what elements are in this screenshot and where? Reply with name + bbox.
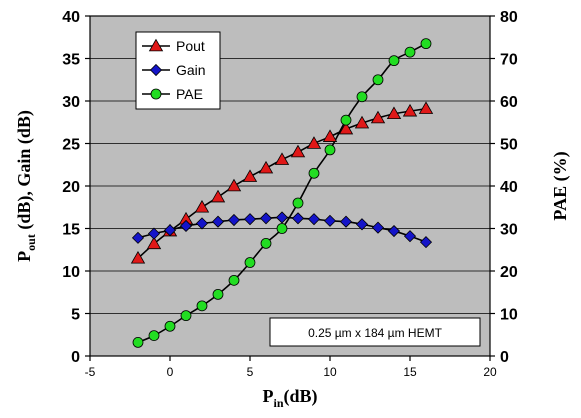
y-right-tick-label: 30 xyxy=(500,222,518,239)
y-right-tick-label: 50 xyxy=(500,137,518,154)
point-gain xyxy=(211,215,225,228)
point-pae xyxy=(372,74,384,86)
point-pout xyxy=(210,189,226,203)
point-gain xyxy=(355,218,369,231)
point-gain xyxy=(323,214,337,227)
legend-marker-pae xyxy=(150,88,162,100)
point-pout xyxy=(242,169,258,182)
point-gain xyxy=(403,230,417,243)
point-pout xyxy=(370,110,386,124)
legend-label: PAE xyxy=(176,86,203,102)
point-pae xyxy=(308,167,320,179)
y-left-tick-label: 10 xyxy=(62,264,80,281)
point-gain xyxy=(291,212,305,225)
point-pae xyxy=(340,114,352,126)
point-gain xyxy=(259,212,273,225)
annotation: 0.25 µm x 184 µm HEMT xyxy=(269,317,481,347)
point-pout xyxy=(290,144,306,158)
point-gain xyxy=(131,231,145,244)
y-left-tick-label: 20 xyxy=(62,179,80,196)
y-right-tick-label: 10 xyxy=(500,307,518,324)
point-pae xyxy=(404,46,416,58)
y-left-tick-label: 0 xyxy=(71,349,80,366)
point-pout xyxy=(146,236,162,250)
axis-ticks: 0 5 10 15 20 25 30 35 40 0 10 20 30 40 50 60 70 80 -5 0 5 10 1… xyxy=(62,9,518,379)
y-left-axis-title: Pout (dB), Gain (dB) xyxy=(14,110,38,262)
point-gain xyxy=(275,211,289,224)
point-pae xyxy=(292,197,304,209)
y-right-tick-label: 80 xyxy=(500,9,518,26)
y-right-axis-title: PAE (%) xyxy=(550,151,571,220)
point-gain xyxy=(419,236,433,249)
y-right-tick-label: 40 xyxy=(500,179,518,196)
point-gain xyxy=(339,215,353,228)
point-pout xyxy=(386,106,402,120)
point-gain xyxy=(387,224,401,238)
y-right-tick-label: 0 xyxy=(500,349,509,366)
point-gain xyxy=(243,213,257,226)
point-pae xyxy=(196,300,208,312)
point-gain xyxy=(307,213,321,226)
y-left-tick-label: 40 xyxy=(62,9,80,26)
y-left-tick-label: 30 xyxy=(62,94,80,111)
point-pout xyxy=(226,178,242,192)
point-pae xyxy=(164,320,176,332)
point-pout xyxy=(306,136,322,149)
point-pae xyxy=(228,274,240,286)
x-tick-label: 5 xyxy=(247,365,254,379)
y-right-tick-label: 70 xyxy=(500,52,518,69)
x-tick-label: 15 xyxy=(403,365,417,379)
point-pout xyxy=(402,103,418,117)
point-pae xyxy=(180,310,192,322)
x-tick-label: -5 xyxy=(85,365,96,379)
y-right-tick-label: 20 xyxy=(500,264,518,281)
point-pae xyxy=(132,336,144,348)
point-pae xyxy=(420,38,432,50)
legend-label: Pout xyxy=(176,38,205,54)
point-pae xyxy=(212,288,224,300)
point-pout xyxy=(354,115,370,129)
annotation-text: 0.25 µm x 184 µm HEMT xyxy=(308,326,443,340)
legend-label: Gain xyxy=(176,62,206,78)
point-pout xyxy=(258,160,274,174)
y-left-tick-label: 25 xyxy=(62,137,80,154)
point-pae xyxy=(324,144,336,156)
x-tick-label: 20 xyxy=(483,365,497,379)
y-left-tick-label: 35 xyxy=(62,52,80,69)
legend-marker-pout xyxy=(148,38,164,52)
y-left-tick-label: 15 xyxy=(62,222,80,239)
legend-marker-gain xyxy=(149,63,163,77)
point-pae xyxy=(260,237,272,249)
x-tick-label: 10 xyxy=(323,365,337,379)
y-left-tick-label: 5 xyxy=(71,307,80,324)
point-gain xyxy=(147,227,161,240)
point-pae xyxy=(276,223,288,234)
point-gain xyxy=(195,217,209,230)
y-right-tick-label: 60 xyxy=(500,94,518,111)
point-pout xyxy=(130,250,146,264)
legend: Pout Gain PAE xyxy=(135,31,221,110)
point-gain xyxy=(227,213,241,227)
point-gain xyxy=(371,221,385,234)
point-pout xyxy=(418,101,434,114)
point-gain xyxy=(163,224,177,237)
point-pae xyxy=(244,257,256,268)
point-pae xyxy=(356,91,368,103)
point-gain xyxy=(179,219,193,233)
x-axis-title: Pin(dB) xyxy=(262,386,317,410)
point-pout xyxy=(338,121,354,135)
point-pae xyxy=(388,55,400,67)
point-pout xyxy=(194,199,210,213)
x-tick-label: 0 xyxy=(167,365,174,379)
point-pout xyxy=(274,152,290,165)
annotation-box xyxy=(269,317,481,347)
series-markers xyxy=(130,38,434,348)
point-pout xyxy=(322,129,338,142)
point-pae xyxy=(148,330,160,342)
